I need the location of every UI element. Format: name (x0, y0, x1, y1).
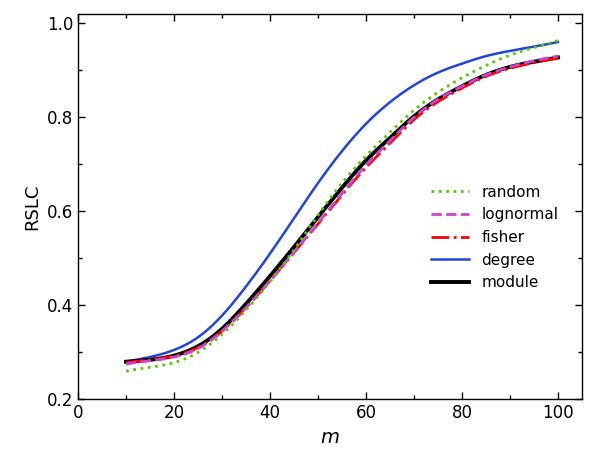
X-axis label: m: m (320, 428, 340, 447)
Y-axis label: RSLC: RSLC (23, 183, 41, 230)
Legend: random, lognormal, fisher, degree, module: random, lognormal, fisher, degree, modul… (425, 179, 564, 296)
